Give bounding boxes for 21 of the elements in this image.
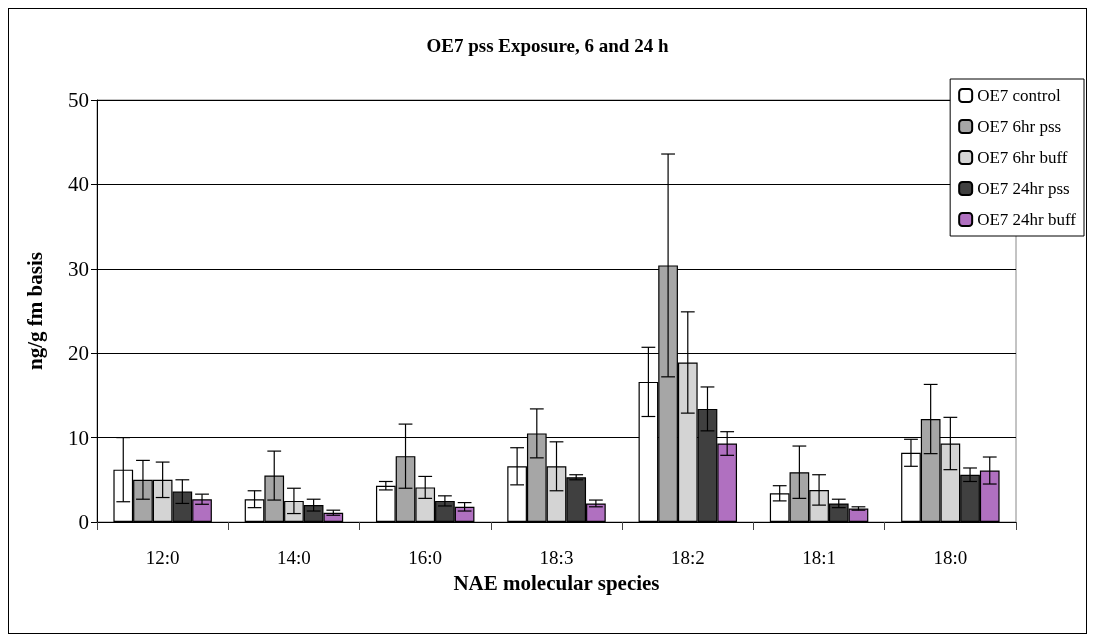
legend-label: OE7 24hr buff [977, 210, 1077, 229]
y-tick-label: 20 [68, 341, 89, 366]
y-tick-label: 10 [68, 425, 89, 450]
legend-label: OE7 control [977, 86, 1061, 105]
y-tick-label: 0 [78, 510, 89, 534]
y-axis-title: ng/g fm basis [22, 252, 47, 370]
y-tick-label: 50 [68, 88, 89, 112]
legend-label: OE7 24hr pss [977, 179, 1070, 198]
x-axis-title: NAE molecular species [453, 570, 660, 595]
x-tick-label: 18:3 [539, 547, 574, 568]
x-tick-label: 14:0 [277, 547, 311, 568]
y-tick-label: 30 [68, 256, 89, 281]
x-tick-label: 12:0 [145, 547, 180, 568]
y-tick-label: 40 [68, 172, 89, 197]
x-tick-label: 18:2 [670, 547, 705, 568]
x-tick-label: 18:0 [933, 547, 968, 568]
x-tick-label: 18:1 [802, 547, 836, 568]
chart-title: OE7 pss Exposure, 6 and 24 h [426, 35, 669, 56]
legend-label: OE7 6hr buff [977, 148, 1068, 167]
x-tick-label: 16:0 [408, 547, 443, 568]
legend-label: OE7 6hr pss [977, 117, 1062, 136]
